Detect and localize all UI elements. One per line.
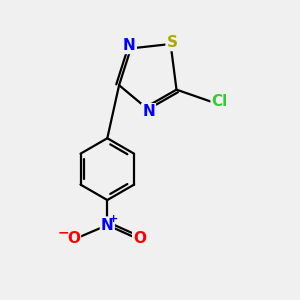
Text: O: O — [67, 231, 80, 246]
Text: −: − — [57, 225, 69, 239]
Text: O: O — [133, 231, 146, 246]
Text: N: N — [101, 218, 114, 232]
Text: +: + — [109, 214, 119, 224]
Text: N: N — [142, 104, 155, 119]
Text: N: N — [123, 38, 136, 53]
Text: S: S — [167, 35, 178, 50]
Text: Cl: Cl — [212, 94, 228, 109]
